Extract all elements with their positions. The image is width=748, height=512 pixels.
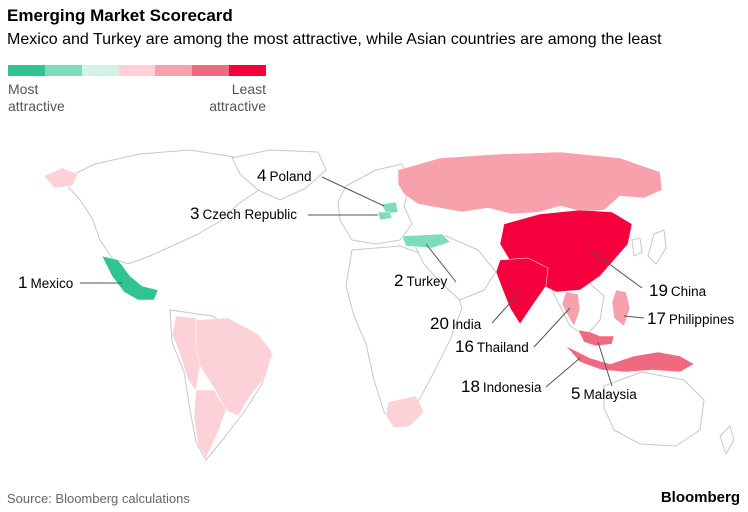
legend-most-line1: Most [8, 81, 39, 97]
label-philippines: 17 Philippines [647, 309, 734, 329]
region-middle-east [411, 235, 497, 301]
label-china-rank: 19 [649, 281, 668, 300]
legend-least-line1: Least [231, 81, 266, 97]
label-turkey-rank: 2 [394, 271, 404, 290]
label-turkey-name: Turkey [406, 274, 448, 289]
region-greenland [231, 149, 327, 201]
world-map: 4 Poland 3 Czech Republic 1 Mexico 2 Turkey … [0, 140, 748, 470]
label-indonesia-rank: 18 [461, 377, 480, 396]
chart-title: Emerging Market Scorecard [7, 6, 233, 25]
label-indonesia: 18 Indonesia [461, 377, 541, 397]
label-czech-rank: 3 [190, 204, 200, 223]
country-indonesia [565, 345, 695, 373]
country-southern-cone [193, 389, 227, 459]
label-india-rank: 20 [430, 314, 449, 333]
legend-swatch-3 [81, 65, 119, 76]
label-mexico-rank: 1 [18, 273, 28, 292]
label-mexico-name: Mexico [30, 276, 74, 291]
legend-swatch-1 [8, 65, 45, 76]
leader-india [491, 291, 521, 324]
region-north-america [61, 149, 269, 265]
label-poland: 4 Poland [257, 166, 312, 186]
label-turkey: 2 Turkey [394, 271, 447, 291]
legend-swatch-4 [118, 65, 156, 76]
country-thailand [561, 291, 581, 327]
region-europe [337, 163, 413, 245]
country-mexico [101, 255, 159, 301]
label-china-name: China [670, 284, 707, 299]
label-czech-republic: 3 Czech Republic [190, 204, 297, 224]
chart-subtitle: Mexico and Turkey are among the most att… [7, 31, 662, 48]
label-india: 20 India [430, 314, 481, 334]
legend-labels: Most attractive Least attractive [8, 81, 266, 115]
country-greenland-shade [43, 167, 79, 189]
leader-philippines [623, 315, 645, 319]
label-malaysia: 5 Malaysia [571, 384, 637, 404]
legend-swatch-2 [44, 65, 82, 76]
leader-malaysia [597, 341, 613, 387]
label-philippines-rank: 17 [647, 309, 666, 328]
legend-bar [8, 65, 267, 76]
legend-swatch-7 [229, 65, 267, 76]
country-south-africa [385, 395, 425, 429]
label-thailand-name: Thailand [476, 340, 529, 355]
leader-turkey [425, 243, 457, 283]
region-korea [631, 237, 643, 257]
leader-thailand [533, 307, 571, 348]
label-china: 19 China [649, 281, 706, 301]
label-thailand: 16 Thailand [455, 337, 529, 357]
legend-label-most: Most attractive [8, 81, 65, 115]
legend-least-line2: attractive [209, 98, 266, 114]
bloomberg-logo: Bloomberg [660, 489, 740, 506]
label-poland-rank: 4 [257, 166, 267, 185]
region-australia [603, 371, 705, 447]
country-philippines [611, 289, 631, 327]
label-thailand-rank: 16 [455, 337, 474, 356]
region-new-zealand [719, 425, 735, 455]
label-malaysia-rank: 5 [571, 384, 581, 403]
legend-swatch-6 [192, 65, 230, 76]
label-malaysia-name: Malaysia [583, 387, 637, 402]
country-russia [397, 151, 663, 215]
country-malaysia [577, 329, 615, 347]
source-note: Source: Bloomberg calculations [7, 491, 190, 506]
legend-label-least: Least attractive [209, 81, 266, 115]
world-map-svg [43, 149, 735, 461]
country-czech [377, 211, 393, 221]
label-india-name: India [451, 317, 482, 332]
label-indonesia-name: Indonesia [482, 380, 542, 395]
country-poland [381, 201, 399, 215]
legend-swatch-5 [155, 65, 193, 76]
color-legend: Most attractive Least attractive [8, 65, 267, 115]
label-philippines-name: Philippines [668, 312, 735, 327]
leader-poland [321, 176, 385, 207]
label-mexico: 1 Mexico [18, 273, 73, 293]
label-czech-name: Czech Republic [202, 207, 298, 222]
country-turkey [401, 233, 451, 249]
region-japan [647, 229, 667, 265]
leader-china [589, 249, 643, 289]
legend-most-line2: attractive [8, 98, 65, 114]
leader-indonesia [545, 357, 581, 388]
label-poland-name: Poland [269, 169, 312, 184]
country-india [495, 257, 549, 325]
